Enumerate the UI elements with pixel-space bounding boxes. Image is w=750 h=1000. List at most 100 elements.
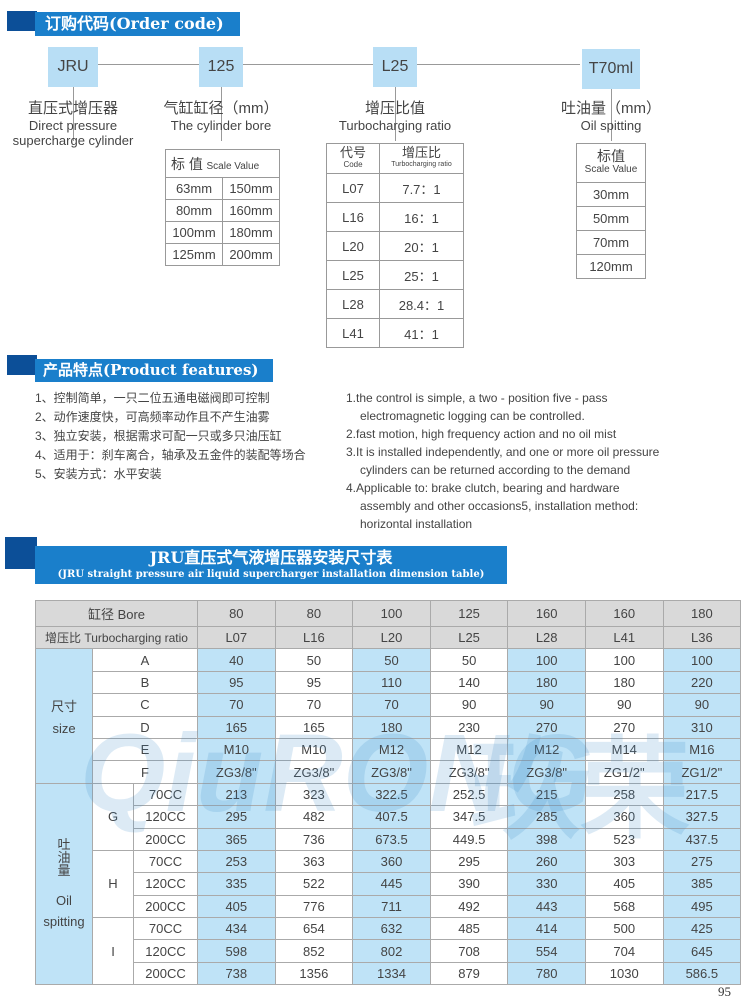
table-cell: 285 — [507, 805, 586, 829]
table-cell: M12 — [429, 737, 509, 762]
size-row: E M10 M10 M12 M12 M12 M14 M16 — [36, 737, 742, 762]
table-cell: ZG3/8" — [197, 760, 276, 784]
table-cell: 270 — [584, 715, 664, 739]
table-cell: 200CC — [133, 827, 198, 851]
table-cell: 414 — [507, 917, 586, 941]
table-cell: 437.5 — [662, 827, 742, 851]
oil-row: 吐油量 Oil spitting G 70CC 213 323 322.5 252.5 215 25… — [35, 782, 742, 986]
table-cell: 495 — [662, 894, 742, 919]
table-cell: 125 — [429, 600, 509, 627]
table-cell: M14 — [584, 737, 664, 762]
oil-row: 200CC 365 736 673.5 449.5 398 523 437.5 — [36, 827, 742, 851]
table-cell: 252.5 — [429, 782, 509, 807]
bore-row: 缸径 Bore 80 80 100 125 160 160 180 — [35, 600, 742, 627]
label-ratio: 增压比值 Turbocharging ratio — [338, 100, 452, 133]
dimension-table: 缸径 Bore 80 80 100 125 160 160 180 增压比 Turbocharg… — [35, 600, 742, 986]
table-cell: 802 — [352, 939, 431, 963]
table-cell: L28 — [507, 625, 586, 650]
table-cell: 554 — [507, 939, 586, 963]
label-oil: 吐油量（mm） Oil spitting — [561, 100, 661, 133]
table-cell: 180 — [507, 670, 586, 695]
table-cell: 500 — [584, 917, 664, 941]
oil-row: 120CC 598 852 802 708 554 704 645 — [36, 939, 742, 963]
table-cell: 100 — [352, 600, 431, 627]
table-cell: 485 — [429, 917, 509, 941]
table-cell: E — [92, 737, 198, 762]
table-cell: 295 — [197, 805, 276, 829]
table-cell: ZG3/8" — [274, 760, 354, 784]
table-cell: 407.5 — [352, 805, 431, 829]
table-cell: 100 — [662, 648, 742, 672]
table-cell: 217.5 — [662, 782, 742, 807]
table-cell: M10 — [274, 737, 354, 762]
table-cell: 363 — [274, 849, 354, 874]
table-cell: 50 — [429, 648, 509, 672]
dimension-title: JRU直压式气液增压器安装尺寸表 (JRU straight pressure … — [35, 546, 507, 584]
table-cell: 90 — [584, 693, 664, 717]
table-cell: 443 — [507, 894, 586, 919]
table-cell: 405 — [197, 894, 276, 919]
table-cell: 258 — [584, 782, 664, 807]
oil-row: H 70CC 253 363 360 295 260 303 275 — [36, 849, 742, 919]
table-cell: 347.5 — [429, 805, 509, 829]
table-cell: 1334 — [352, 961, 431, 986]
table-cell: 445 — [352, 872, 431, 896]
table-cell: 711 — [352, 894, 431, 919]
table-cell: 90 — [429, 693, 509, 717]
table-cell: 295 — [429, 849, 509, 874]
table-cell: 323 — [274, 782, 354, 807]
table-cell: 200CC — [133, 961, 198, 986]
oil-row: 120CC 295 482 407.5 347.5 285 360 327.5 — [36, 805, 742, 829]
table-cell: 704 — [584, 939, 664, 963]
table-cell: 598 — [197, 939, 276, 963]
label-bore: 气缸缸径（mm） The cylinder bore — [163, 100, 279, 133]
table-cell: 303 — [584, 849, 664, 874]
table-cell: A — [92, 648, 198, 672]
table-cell: 327.5 — [662, 805, 742, 829]
table-cell: 523 — [584, 827, 664, 851]
size-row: 尺寸 size A 40 50 50 50 100 100 100 — [35, 648, 742, 784]
order-code-title: 订购代码(Order code) — [35, 12, 240, 36]
table-cell: 50 — [352, 648, 431, 672]
table-cell: M12 — [352, 737, 431, 762]
table-cell: 70 — [352, 693, 431, 717]
table-cell: L16 — [274, 625, 354, 650]
banner-accent — [7, 355, 37, 375]
banner-accent — [7, 11, 37, 31]
table-cell: 780 — [507, 961, 586, 986]
table-cell: ZG1/2" — [584, 760, 664, 784]
table-cell: 425 — [662, 917, 742, 941]
table-cell: ZG3/8" — [352, 760, 431, 784]
table-cell: 215 — [507, 782, 586, 807]
table-cell: 80 — [274, 600, 354, 627]
oil-row: 120CC 335 522 445 390 330 405 385 — [36, 872, 742, 896]
table-cell: 434 — [197, 917, 276, 941]
table-cell: 100 — [507, 648, 586, 672]
code-bore: 125 — [199, 47, 243, 87]
oil-row: 200CC 405 776 711 492 443 568 495 — [36, 894, 742, 919]
table-cell: 879 — [429, 961, 509, 986]
table-cell: 120CC — [133, 872, 198, 896]
table-cell: 50 — [274, 648, 354, 672]
table-cell: 90 — [507, 693, 586, 717]
table-cell: 120CC — [133, 805, 198, 829]
table-cell: L25 — [429, 625, 509, 650]
oil-row: I 70CC 434 654 632 485 414 500 425 — [36, 917, 742, 986]
table-cell: ZG1/2" — [662, 760, 742, 784]
table-cell: 632 — [352, 917, 431, 941]
table-cell: ZG3/8" — [507, 760, 586, 784]
table-cell: 482 — [274, 805, 354, 829]
features-cn: 1、控制简单，一只二位五通电磁阀即可控制 2、动作速度快，可高频率动作且不产生油雾… — [35, 391, 306, 481]
table-cell: 673.5 — [352, 827, 431, 851]
table-cell: 180 — [662, 600, 742, 627]
table-cell: 80 — [197, 600, 276, 627]
table-cell: H — [92, 849, 134, 919]
table-cell: ZG3/8" — [429, 760, 509, 784]
table-cell: 360 — [584, 805, 664, 829]
table-cell: L36 — [662, 625, 742, 650]
table-cell: 1356 — [274, 961, 354, 986]
table-cell: F — [92, 760, 198, 784]
table-cell: 增压比 Turbocharging ratio — [35, 625, 198, 650]
table-cell: 405 — [584, 872, 664, 896]
page-number: 95 — [718, 984, 731, 999]
